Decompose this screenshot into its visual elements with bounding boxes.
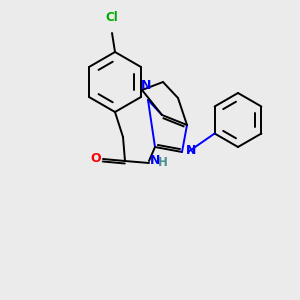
- Text: O: O: [91, 152, 101, 164]
- Text: N: N: [141, 79, 151, 92]
- Text: N: N: [186, 145, 196, 158]
- Text: N: N: [150, 154, 160, 167]
- Text: H: H: [158, 155, 168, 169]
- Text: Cl: Cl: [106, 11, 118, 24]
